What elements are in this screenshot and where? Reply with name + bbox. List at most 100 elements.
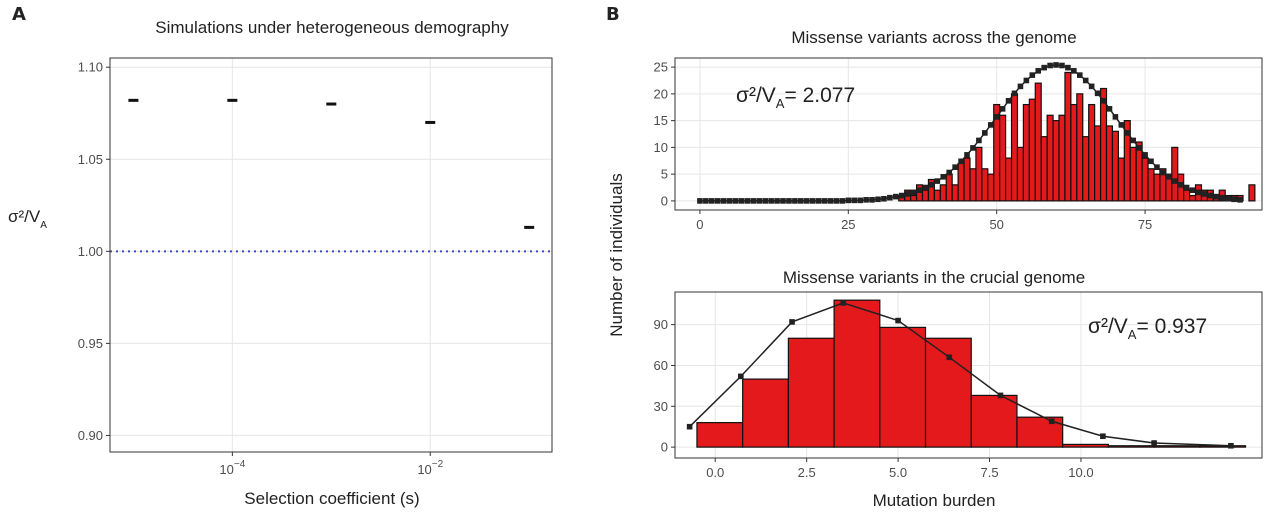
curve-point	[1207, 192, 1214, 199]
x-tick-label: 75	[1138, 217, 1152, 232]
curve-point	[1183, 184, 1190, 191]
bar	[1188, 194, 1197, 202]
curve-point	[1228, 442, 1234, 449]
bar	[1076, 93, 1084, 202]
bar	[951, 184, 959, 202]
curve-point	[964, 152, 970, 158]
curve-point	[928, 182, 935, 188]
curve-point	[940, 174, 947, 180]
curve-point	[726, 198, 733, 204]
curve-point	[1136, 145, 1142, 151]
bar	[945, 173, 953, 202]
y-tick-label: 1.05	[78, 152, 103, 167]
curve-point	[1100, 98, 1107, 104]
curve-point	[881, 195, 887, 202]
curve-point	[952, 164, 958, 170]
curve-point	[1029, 72, 1036, 78]
curve-point	[1142, 152, 1148, 158]
plot-background	[110, 58, 552, 452]
bar	[787, 337, 835, 448]
plot-border	[674, 57, 1263, 211]
curve-point	[1219, 194, 1226, 201]
y-tick-label: 30	[654, 399, 668, 414]
curve-point	[1082, 77, 1089, 84]
curve-point	[792, 198, 798, 204]
curve-point	[1112, 114, 1119, 120]
x-tick-label: 50	[989, 217, 1003, 232]
y-tick-label: 60	[654, 358, 668, 373]
x-tick-label: 2.5	[798, 465, 816, 480]
bar	[1094, 125, 1102, 202]
curve-point	[1151, 440, 1157, 446]
curve-point	[798, 198, 804, 204]
bar	[1058, 114, 1066, 202]
chart-title: Missense variants in the crucial genome	[783, 268, 1085, 287]
curve-point	[1201, 191, 1208, 197]
bar	[1153, 173, 1161, 202]
curve-point	[756, 198, 763, 204]
point	[425, 120, 436, 124]
y-tick-label: 0.95	[78, 336, 103, 351]
curve-point	[803, 198, 810, 204]
x-tick-label: 0.0	[706, 465, 724, 480]
y-tick-label: 1.00	[78, 244, 103, 259]
curve-point	[1154, 164, 1160, 170]
bar	[696, 422, 744, 448]
x-tick-label: 10.0	[1068, 465, 1093, 480]
bar	[833, 299, 881, 448]
curve-point	[815, 198, 822, 204]
point	[524, 225, 535, 229]
curve-point	[999, 106, 1006, 112]
curve-point	[1005, 98, 1012, 104]
y-tick-label: 20	[654, 86, 668, 101]
curve-point	[845, 197, 852, 204]
bar	[1040, 136, 1048, 202]
curve-point	[997, 392, 1004, 399]
annotation-sub: A	[1128, 327, 1137, 342]
curve-point	[762, 198, 769, 204]
y-tick-label: 5	[661, 167, 668, 182]
curve-point	[875, 196, 881, 203]
panel-letter: B	[606, 4, 620, 25]
curve-point	[987, 122, 994, 128]
curve-point	[910, 189, 917, 196]
curve-point	[809, 198, 816, 204]
curve-point	[789, 319, 795, 325]
curve-point	[851, 197, 858, 204]
curve-point	[720, 198, 727, 204]
curve-point	[774, 198, 780, 204]
chart-title: Missense variants across the genome	[791, 28, 1076, 47]
curve-point	[738, 373, 744, 380]
curve-point	[887, 194, 893, 201]
bar	[742, 378, 789, 448]
bar	[939, 184, 947, 202]
curve-point	[827, 198, 834, 204]
y-axis-label: σ²/VA	[8, 207, 47, 231]
bar	[1105, 125, 1114, 202]
curve-point	[744, 198, 751, 204]
curve-point	[1041, 64, 1047, 71]
bar	[1141, 157, 1149, 202]
curve-point	[863, 197, 869, 203]
bar	[1052, 120, 1060, 202]
curve-point	[1160, 169, 1166, 176]
curve-point	[1106, 106, 1113, 112]
curve-point	[697, 198, 703, 204]
bar	[1022, 103, 1030, 202]
bar	[987, 173, 995, 202]
point	[128, 98, 139, 102]
bar	[975, 146, 983, 202]
y-axis-label-sub: A	[40, 220, 47, 231]
bar	[1088, 103, 1096, 202]
curve-point	[1166, 174, 1172, 180]
y-tick-label: 25	[654, 60, 668, 75]
x-tick-base: 10	[417, 462, 431, 477]
curve-point	[1118, 122, 1125, 128]
bar	[1171, 146, 1179, 202]
bar	[1099, 87, 1108, 202]
curve-point	[714, 198, 721, 204]
y-tick-label: 90	[654, 317, 668, 332]
curve-point	[1088, 83, 1095, 90]
x-tick-label: 0	[696, 217, 703, 232]
